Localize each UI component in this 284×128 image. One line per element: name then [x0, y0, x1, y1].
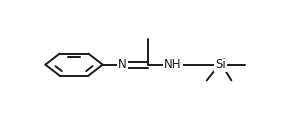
Text: N: N [118, 58, 127, 71]
Text: NH: NH [164, 58, 182, 71]
Text: Si: Si [215, 58, 226, 71]
